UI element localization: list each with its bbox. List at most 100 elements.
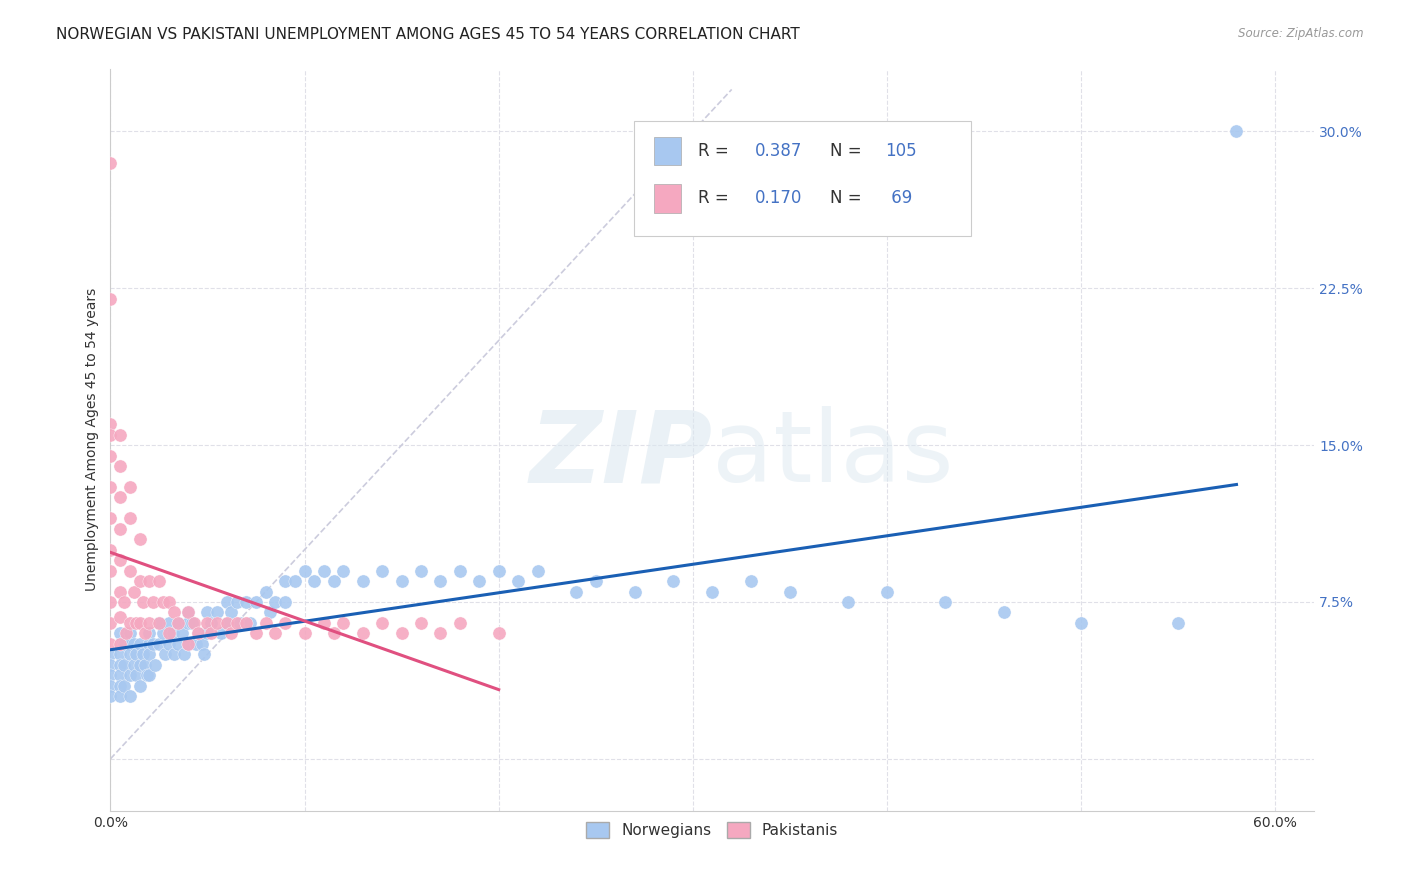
Point [219, 626, 242, 640]
Text: 69: 69 [886, 189, 912, 208]
Text: 105: 105 [886, 142, 917, 160]
Point [173, 648, 195, 662]
Point [449, 615, 471, 630]
Point [209, 626, 232, 640]
Point [118, 564, 141, 578]
Point [468, 574, 491, 588]
Point [100, 427, 122, 442]
Text: atlas: atlas [713, 406, 953, 503]
Point [177, 615, 200, 630]
Point [100, 679, 122, 693]
Point [993, 606, 1015, 620]
Point [409, 564, 432, 578]
Point [779, 584, 801, 599]
Point [108, 458, 131, 473]
Point [148, 574, 170, 588]
Point [187, 626, 209, 640]
Point [100, 511, 122, 525]
Point [122, 584, 145, 599]
Point [235, 615, 257, 630]
Text: 0.170: 0.170 [755, 189, 801, 208]
Point [118, 668, 141, 682]
Point [112, 637, 135, 651]
Point [118, 626, 141, 640]
Point [138, 668, 160, 682]
Point [197, 626, 219, 640]
Point [190, 637, 212, 651]
Point [100, 595, 122, 609]
Point [157, 626, 180, 640]
Point [138, 626, 160, 640]
Point [167, 615, 190, 630]
Point [312, 615, 335, 630]
Point [254, 584, 277, 599]
Point [136, 668, 159, 682]
Point [225, 595, 247, 609]
Point [332, 564, 354, 578]
Point [100, 542, 122, 557]
Point [508, 574, 530, 588]
Point [134, 626, 156, 640]
Point [352, 626, 374, 640]
Point [100, 564, 122, 578]
Point [118, 637, 141, 651]
Point [1167, 615, 1189, 630]
Point [274, 615, 297, 630]
Point [205, 606, 228, 620]
Point [157, 637, 180, 651]
Point [488, 564, 510, 578]
Point [112, 679, 135, 693]
Point [128, 679, 150, 693]
FancyBboxPatch shape [655, 185, 681, 212]
Point [215, 615, 238, 630]
Point [1225, 124, 1247, 138]
Point [585, 574, 607, 588]
Point [352, 574, 374, 588]
Point [167, 615, 190, 630]
Point [157, 615, 180, 630]
Point [193, 648, 215, 662]
Point [100, 668, 122, 682]
Point [332, 615, 354, 630]
Point [181, 615, 204, 630]
Point [100, 155, 122, 169]
Point [124, 668, 146, 682]
Point [200, 626, 222, 640]
Point [219, 606, 242, 620]
Point [163, 606, 186, 620]
Point [312, 564, 335, 578]
Point [215, 615, 238, 630]
Point [118, 689, 141, 703]
Point [142, 637, 165, 651]
Point [122, 637, 145, 651]
Point [112, 657, 135, 672]
Text: N =: N = [831, 189, 868, 208]
Point [100, 648, 122, 662]
Point [205, 615, 228, 630]
Point [148, 615, 170, 630]
Point [229, 615, 252, 630]
Point [100, 689, 122, 703]
Point [215, 595, 238, 609]
Point [294, 564, 316, 578]
Point [200, 615, 222, 630]
Point [740, 574, 762, 588]
Point [100, 292, 122, 306]
Point [148, 615, 170, 630]
Point [391, 574, 413, 588]
Point [152, 626, 174, 640]
Point [138, 637, 160, 651]
Text: N =: N = [831, 142, 868, 160]
Point [153, 648, 176, 662]
Point [122, 657, 145, 672]
Point [143, 657, 166, 672]
Point [876, 584, 898, 599]
Point [623, 584, 645, 599]
Point [167, 637, 190, 651]
Point [108, 584, 131, 599]
Point [124, 615, 146, 630]
Point [100, 480, 122, 494]
Point [118, 648, 141, 662]
Point [245, 595, 267, 609]
Point [162, 626, 184, 640]
